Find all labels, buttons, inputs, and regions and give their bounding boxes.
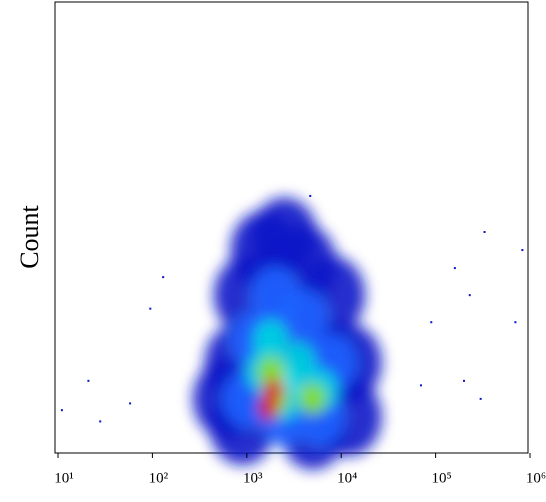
outlier-point: [129, 402, 132, 405]
outlier-point: [479, 397, 482, 400]
density-cell: [258, 396, 279, 420]
density-cell: [279, 289, 328, 347]
density-cell: [280, 342, 316, 384]
x-tick-label: 10⁵: [431, 470, 451, 486]
x-tick-label: 10⁶: [526, 470, 546, 486]
outlier-point: [453, 267, 456, 270]
outlier-point: [60, 409, 63, 412]
outlier-point: [87, 379, 90, 382]
outlier-point: [468, 294, 471, 297]
outlier-point: [463, 379, 466, 382]
outlier-point: [162, 276, 165, 279]
density-cell: [299, 383, 326, 415]
outlier-point: [521, 249, 524, 252]
x-tick-label: 10¹: [54, 470, 74, 486]
outlier-point: [149, 307, 152, 310]
outlier-point: [483, 231, 486, 234]
outlier-point: [309, 194, 312, 197]
density-layer: [192, 197, 382, 470]
x-tick-label: 10⁴: [337, 470, 357, 486]
y-axis-label: Count: [15, 204, 44, 268]
outlier-layer: [60, 194, 524, 423]
x-tick-label: 10²: [149, 470, 169, 486]
outlier-point: [514, 321, 517, 324]
density-cell: [263, 378, 284, 402]
x-tick-label: 10³: [243, 470, 263, 486]
density-cell: [253, 319, 289, 362]
outlier-point: [99, 420, 102, 423]
outlier-point: [419, 384, 422, 387]
outlier-point: [430, 321, 433, 324]
